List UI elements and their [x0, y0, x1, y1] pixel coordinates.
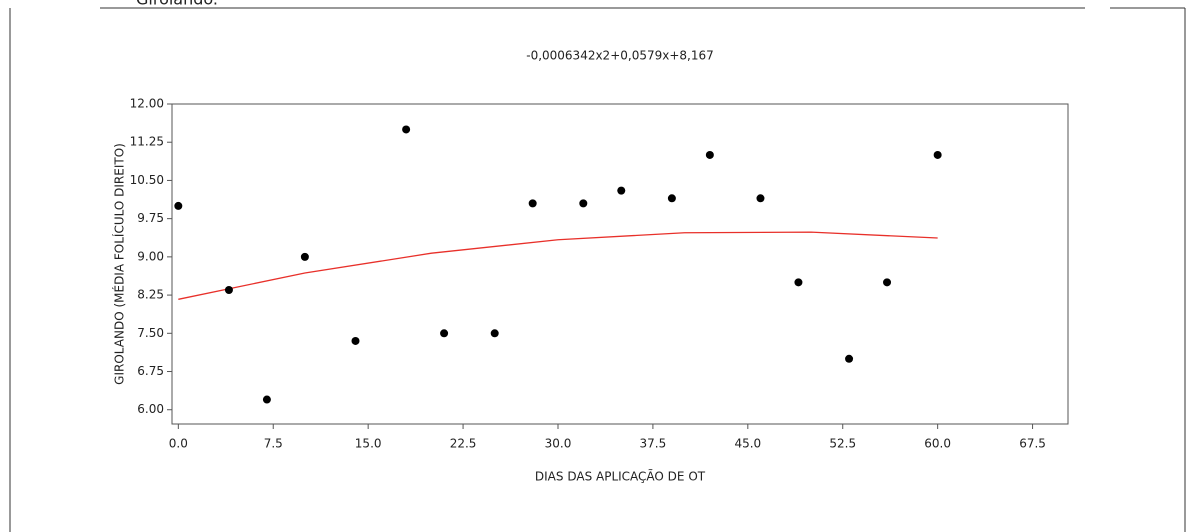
- point: [300, 252, 309, 261]
- point: [528, 199, 537, 208]
- point: [933, 150, 942, 159]
- y-tick-label: 6.00: [137, 402, 164, 416]
- y-tick-label: 6.75: [137, 364, 164, 378]
- point: [174, 201, 183, 210]
- y-axis-label: GIROLANDO (MÉDIA FOLÍCULO DIREITO): [112, 143, 127, 385]
- point: [351, 336, 360, 345]
- point: [490, 329, 499, 338]
- point: [883, 278, 892, 287]
- point: [579, 199, 588, 208]
- chart-title: -0,0006342x2+0,0579x+8,167: [526, 49, 714, 63]
- y-tick-label: 12.00: [130, 97, 164, 111]
- point: [705, 150, 714, 159]
- point: [794, 278, 803, 287]
- caption: Girolando.: [136, 0, 218, 9]
- x-tick-label: 7.5: [264, 437, 283, 451]
- y-tick-label: 7.50: [137, 326, 164, 340]
- x-axis-label: DIAS DAS APLICAÇÃO DE OT: [535, 469, 706, 484]
- fit-line: [178, 231, 938, 300]
- x-tick-label: 45.0: [734, 437, 761, 451]
- x-tick-label: 30.0: [545, 437, 572, 451]
- point: [224, 285, 233, 294]
- x-tick-label: 37.5: [640, 437, 667, 451]
- plot-frame: [171, 103, 1069, 425]
- point: [845, 354, 854, 363]
- point: [402, 125, 411, 134]
- x-tick-label: 52.5: [829, 437, 856, 451]
- y-tick-label: 9.00: [137, 249, 164, 263]
- y-tick-label: 11.25: [130, 135, 164, 149]
- point: [440, 329, 449, 338]
- y-tick-label: 10.50: [130, 173, 164, 187]
- x-tick-label: 15.0: [355, 437, 382, 451]
- point: [756, 194, 765, 203]
- y-tick-label: 9.75: [137, 211, 164, 225]
- point: [667, 194, 676, 203]
- x-tick-label: 60.0: [924, 437, 951, 451]
- x-tick-label: 67.5: [1019, 437, 1046, 451]
- point: [617, 186, 626, 195]
- point: [262, 395, 271, 404]
- x-tick-label: 22.5: [450, 437, 477, 451]
- x-tick-label: 0.0: [169, 437, 188, 451]
- y-tick-label: 8.25: [137, 288, 164, 302]
